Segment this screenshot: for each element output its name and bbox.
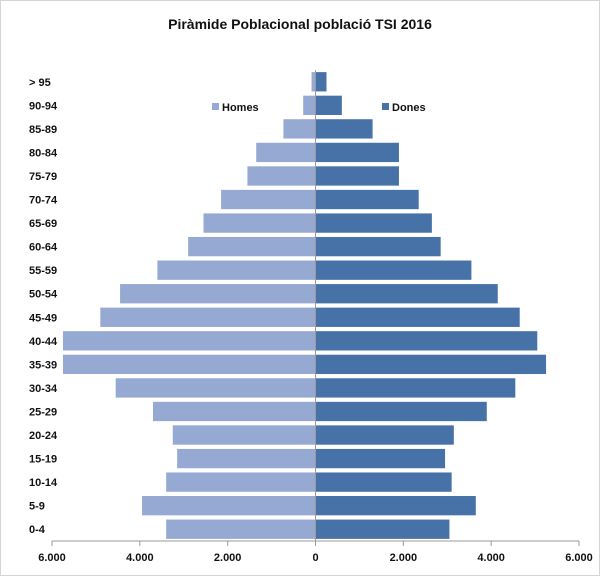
chart-title: Piràmide Poblacional població TSI 2016 <box>168 16 432 32</box>
y-tick-label: 45-49 <box>29 312 57 324</box>
bar-dones-0-4 <box>315 519 450 539</box>
y-tick-label: 50-54 <box>29 289 58 301</box>
y-tick-label: 0-4 <box>29 524 46 536</box>
x-tick-label: 4.000 <box>126 552 154 564</box>
bar-homes-90-94 <box>303 95 316 115</box>
y-tick-label: 90-94 <box>29 100 58 112</box>
bar-dones-90-94 <box>315 95 342 115</box>
bar-homes-65-69 <box>203 213 316 233</box>
legend: Homes Dones <box>212 102 426 114</box>
bar-homes-25-29 <box>153 401 316 422</box>
legend-label-dones: Dones <box>392 102 426 114</box>
bar-homes-15-19 <box>177 448 316 469</box>
bar-homes-35-39 <box>62 354 316 375</box>
bar-dones-80-84 <box>315 142 399 163</box>
bar-dones-60-64 <box>315 236 441 257</box>
bar-dones-55-59 <box>315 260 472 280</box>
y-tick-label: 70-74 <box>29 195 58 207</box>
y-tick-label: 55-59 <box>29 265 57 277</box>
legend-label-homes: Homes <box>222 102 259 114</box>
bar-homes-60-64 <box>188 236 316 257</box>
y-tick-label: 5-9 <box>29 501 45 513</box>
bar-homes-55-59 <box>157 260 316 280</box>
bar-dones-35-39 <box>315 354 547 375</box>
x-tick-label: 6.000 <box>565 552 593 564</box>
bar-homes-5-9 <box>142 496 316 516</box>
bar-dones-45-49 <box>315 307 520 327</box>
bar-dones-85-89 <box>315 119 373 139</box>
bar-dones-40-44 <box>315 331 538 351</box>
bar-homes-45-49 <box>100 307 316 327</box>
x-axis: 6.000 4.000 2.000 0 2.000 4.000 6.000 <box>38 540 593 564</box>
y-tick-label: 20-24 <box>29 430 58 442</box>
y-tick-label: 75-79 <box>29 171 57 183</box>
bar-dones-70-74 <box>315 189 419 210</box>
y-tick-labels: 0-4 5-9 10-14 15-19 20-24 25-29 30-34 35-39 40-4… <box>29 77 58 536</box>
x-tick-label: 2.000 <box>214 552 242 564</box>
y-tick-label: 65-69 <box>29 218 57 230</box>
bar-dones-65-69 <box>315 213 432 233</box>
x-tick-label: 0 <box>312 552 318 564</box>
bar-homes--95 <box>311 72 316 92</box>
bar-homes-85-89 <box>283 119 316 139</box>
bar-homes-30-34 <box>115 378 316 398</box>
x-tick-label: 2.000 <box>390 552 418 564</box>
bar-homes-70-74 <box>221 189 316 210</box>
legend-swatch-homes <box>212 103 219 110</box>
legend-swatch-dones <box>382 103 389 110</box>
bar-dones-75-79 <box>315 166 399 186</box>
bar-homes-50-54 <box>120 284 316 304</box>
y-tick-label: 35-39 <box>29 359 57 371</box>
bar-dones-5-9 <box>315 496 476 516</box>
y-tick-label: 10-14 <box>29 477 58 489</box>
bar-dones-15-19 <box>315 448 446 469</box>
bar-homes-80-84 <box>256 142 316 163</box>
y-tick-label: 60-64 <box>29 242 58 254</box>
bar-homes-10-14 <box>166 472 316 492</box>
y-tick-label: > 95 <box>29 77 51 89</box>
bar-dones-30-34 <box>315 378 516 398</box>
bars-group <box>62 70 547 545</box>
y-tick-label: 15-19 <box>29 454 57 466</box>
y-tick-label: 40-44 <box>29 336 58 348</box>
y-tick-label: 30-34 <box>29 383 58 395</box>
y-tick-label: 80-84 <box>29 147 58 159</box>
y-tick-label: 25-29 <box>29 406 57 418</box>
bar-homes-20-24 <box>172 425 316 445</box>
bar-dones-10-14 <box>315 472 452 492</box>
bar-homes-75-79 <box>247 166 316 186</box>
bar-homes-0-4 <box>166 519 316 539</box>
y-tick-label: 85-89 <box>29 124 57 136</box>
x-tick-label: 6.000 <box>38 552 66 564</box>
bar-dones-50-54 <box>315 284 498 304</box>
bar-homes-40-44 <box>62 331 316 351</box>
bar-dones-25-29 <box>315 401 487 422</box>
bar-dones--95 <box>315 72 327 92</box>
bar-dones-20-24 <box>315 425 454 445</box>
x-tick-label: 4.000 <box>477 552 505 564</box>
